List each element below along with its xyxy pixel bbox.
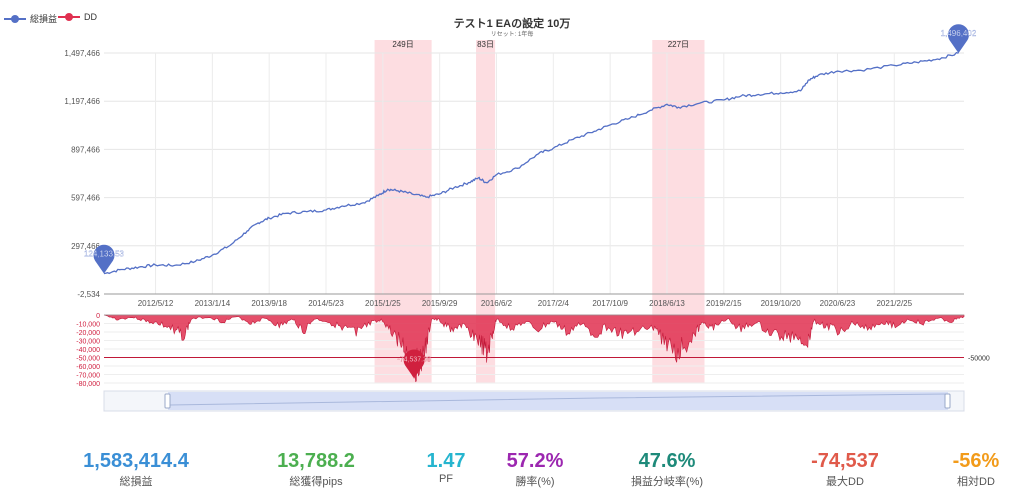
legend-dd[interactable]: DD — [58, 12, 97, 22]
stat-value: 1.47 — [426, 450, 466, 472]
stat-label: 相対DD — [957, 476, 995, 488]
x-tick-label: 2015/1/25 — [365, 299, 401, 308]
dd-min-marker — [403, 349, 425, 379]
y-tick-label: -2,534 — [77, 290, 100, 299]
x-tick-label: 2020/6/23 — [820, 299, 856, 308]
zoom-slider-preview — [169, 393, 947, 406]
x-tick-label: 2019/2/15 — [706, 299, 742, 308]
equity-line — [103, 51, 959, 275]
x-tick-label: 2012/5/12 — [138, 299, 174, 308]
stat-value: 1,583,414.4 — [83, 450, 189, 472]
dd-y-tick-label: -70,000 — [76, 373, 100, 380]
y-tick-label: 1,497,466 — [64, 49, 100, 58]
dd-y-tick-label: -80,000 — [76, 381, 100, 388]
x-tick-label: 2021/2/25 — [876, 299, 912, 308]
end-marker-label: 1,496,402 — [941, 29, 977, 38]
stat-value: 57.2% — [506, 450, 564, 472]
dd-y-tick-label: -40,000 — [76, 347, 100, 354]
stat-pf: 1.47 PF — [376, 450, 516, 485]
y-tick-label: 1,197,466 — [64, 97, 100, 106]
y-tick-label: 897,466 — [71, 145, 100, 154]
highlight-label: 249日 — [392, 40, 413, 49]
legend-total-pnl[interactable]: 総損益 — [4, 12, 57, 25]
stat-relative-dd: -56% 相対DD — [906, 450, 1024, 489]
zoom-handle-right[interactable] — [944, 393, 951, 409]
dd-y-tick-label: -50,000 — [76, 356, 100, 363]
stat-value: 47.6% — [638, 450, 696, 472]
x-tick-label: 2019/10/20 — [761, 299, 802, 308]
stat-label: 勝率(%) — [515, 476, 555, 488]
stat-label: 最大DD — [826, 476, 864, 488]
end-marker — [947, 24, 969, 54]
dd-y-tick-label: -20,000 — [76, 330, 100, 337]
chart-title: テスト1 EAの設定 10万 — [453, 18, 571, 30]
dd-y-tick-label: -30,000 — [76, 339, 100, 346]
stat-total-pnl: 1,583,414.4 総損益 — [66, 450, 206, 489]
dd-reference-label: -50000 — [968, 356, 990, 363]
x-tick-label: 2017/2/4 — [538, 299, 570, 308]
x-tick-label: 2018/6/13 — [649, 299, 685, 308]
x-tick-label: 2016/6/2 — [481, 299, 513, 308]
stat-label: 総損益 — [119, 476, 153, 488]
x-tick-label: 2014/5/23 — [308, 299, 344, 308]
stat-label: PF — [438, 473, 454, 485]
dd-area — [103, 314, 965, 383]
legend-line-icon — [58, 13, 80, 21]
legend-label: DD — [84, 12, 97, 22]
zoom-slider-window — [168, 392, 948, 410]
stat-total-pips: 13,788.2 総獲得pips — [246, 450, 386, 489]
y-tick-label: 597,466 — [71, 194, 100, 203]
x-tick-label: 2015/9/29 — [422, 299, 458, 308]
y-tick-label: 297,466 — [71, 242, 100, 251]
start-marker — [93, 244, 115, 274]
zoom-handle-left[interactable] — [164, 393, 171, 409]
stat-label: 損益分岐率(%) — [630, 476, 704, 488]
stat-max-dd: -74,537 最大DD — [775, 450, 915, 489]
legend-line-icon — [4, 14, 26, 23]
stat-value: -74,537 — [811, 450, 879, 472]
chart-subtitle: リセット: 1年毎 — [490, 32, 534, 38]
stats-bar: 1,583,414.4 総損益 13,788.2 総獲得pips 1.47 PF… — [0, 450, 1024, 490]
x-tick-label: 2013/9/18 — [251, 299, 287, 308]
stat-value: -56% — [952, 450, 1000, 472]
x-tick-label: 2013/1/14 — [195, 299, 231, 308]
highlight-label: 83日 — [477, 40, 494, 49]
dd-y-tick-label: -60,000 — [76, 364, 100, 371]
stat-breakeven-rate: 47.6% 損益分岐率(%) — [597, 450, 737, 489]
stat-value: 13,788.2 — [277, 450, 355, 472]
start-marker-label: 124,133.53 — [84, 250, 125, 259]
highlight-label: 227日 — [668, 40, 689, 49]
dd-y-tick-label: 0 — [96, 313, 100, 320]
highlight-band — [476, 40, 496, 383]
dd-y-tick-label: -10,000 — [76, 322, 100, 329]
legend-label: 総損益 — [30, 14, 58, 24]
stat-label: 総獲得pips — [289, 476, 343, 488]
stat-win-rate: 57.2% 勝率(%) — [465, 450, 605, 489]
dd-min-marker-label: -74,537.38 — [397, 356, 431, 363]
x-tick-label: 2017/10/9 — [592, 299, 628, 308]
